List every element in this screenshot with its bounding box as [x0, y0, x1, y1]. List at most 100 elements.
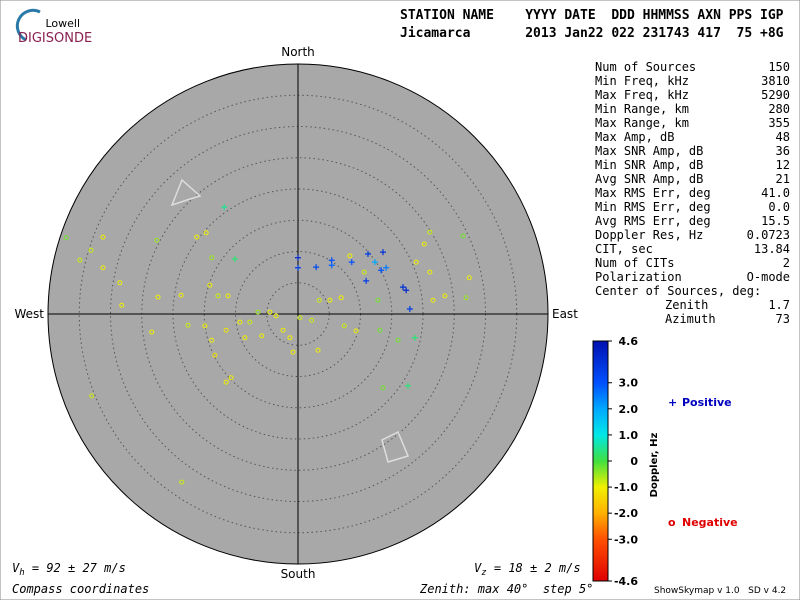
source-negative	[327, 297, 333, 303]
source-positive	[411, 334, 418, 341]
stat-value: 355	[768, 116, 790, 130]
stat-label: Avg SNR Amp, dB	[595, 172, 703, 186]
stat-label: Min SNR Amp, dB	[595, 158, 703, 172]
colorbar-tick-label: -3.0	[614, 533, 638, 546]
vh-label: Vh = 92 ± 27 m/s	[12, 561, 126, 578]
direction-label: East	[552, 307, 578, 321]
stat-value: 21	[776, 172, 790, 186]
stat-value: 3810	[761, 74, 790, 88]
source-positive	[383, 264, 390, 271]
colorbar-tick-label: -1.0	[614, 481, 638, 494]
source-negative	[463, 295, 469, 301]
source-negative	[223, 379, 229, 385]
source-negative	[413, 259, 419, 265]
source-negative	[237, 319, 243, 325]
source-negative	[316, 297, 322, 303]
source-positive	[231, 256, 238, 262]
source-positive	[400, 284, 406, 291]
center-title: Center of Sources, deg:	[595, 284, 761, 298]
stat-label: Polarization	[595, 270, 682, 284]
colorbar-tick-label: 1.0	[619, 429, 639, 442]
source-negative	[267, 309, 273, 315]
source-negative	[185, 322, 191, 328]
stat-value: 12	[776, 158, 790, 172]
stat-label: Max RMS Err, deg	[595, 186, 711, 200]
stat-value: O-mode	[747, 270, 790, 284]
colorbar-tick-label: 3.0	[619, 377, 639, 390]
subscript: h	[19, 568, 24, 578]
source-negative	[430, 297, 436, 303]
vz-label: Vz = 18 ± 2 m/s	[474, 561, 581, 578]
stat-label: Min Range, km	[595, 102, 689, 116]
source-negative	[287, 335, 293, 341]
source-negative	[247, 319, 253, 325]
arrow	[170, 178, 202, 207]
stat-label: Num of Sources	[595, 60, 696, 74]
header-line: STATION NAME YYYY DATE DDD HHMMSS AXN PP…	[400, 8, 784, 23]
source-negative	[225, 293, 231, 299]
symbol: V	[12, 561, 20, 575]
source-negative	[202, 323, 208, 329]
source-negative	[89, 393, 95, 399]
header-line: Jicamarca 2013 Jan22 022 231743 417 75 +…	[400, 26, 784, 41]
colorbar: 4.6 3.0 2.0 1.0 0 -1.0 -2.0 -3.0 -4.6 Doppler, Hz	[592, 335, 660, 588]
source-negative	[223, 327, 229, 333]
source-negative	[209, 337, 215, 343]
source-negative	[353, 328, 359, 334]
stat-value: 48	[776, 130, 790, 144]
source-negative	[242, 335, 248, 341]
source-negative	[255, 309, 261, 315]
source-negative	[290, 349, 296, 355]
center-value: 73	[776, 312, 790, 326]
stat-label: Num of CITs	[595, 256, 674, 270]
colorbar-tick-label: -4.6	[614, 575, 638, 588]
source-negative	[100, 265, 106, 271]
source-negative	[341, 323, 347, 329]
source-positive	[295, 264, 301, 271]
colorbar-rect	[592, 340, 609, 582]
source-negative	[154, 237, 160, 243]
center-label: Zenith	[665, 298, 708, 312]
stat-label: Max Amp, dB	[595, 130, 674, 144]
source-negative	[178, 292, 184, 298]
source-positive	[348, 259, 355, 266]
source-negative	[297, 315, 303, 321]
source-negative	[442, 293, 448, 299]
source-negative	[338, 295, 344, 301]
stat-value: 5290	[761, 88, 790, 102]
source-negative	[375, 297, 381, 303]
source-negative	[466, 275, 472, 281]
version: ShowSkymap v 1.0 SD v 4.2	[654, 586, 786, 596]
source-negative	[209, 255, 215, 261]
logo-arc	[15, 8, 41, 42]
stat-value: 2	[783, 256, 790, 270]
legend-label: Negative	[682, 516, 738, 529]
stat-label: Min Freq, kHz	[595, 74, 689, 88]
value: = 18 ± 2 m/s	[487, 561, 581, 575]
stat-value: 0.0723	[747, 228, 790, 242]
source-positive	[295, 254, 301, 261]
source-negative	[149, 329, 155, 335]
source-negative	[259, 333, 265, 339]
source-positive	[378, 267, 385, 274]
source-positive	[328, 262, 335, 269]
source-negative	[194, 234, 200, 240]
colorbar-title: Doppler, Hz	[649, 433, 660, 498]
logo-top: Lowell	[45, 17, 80, 30]
source-negative	[207, 282, 213, 288]
logo-bottom: DIGISONDE	[18, 31, 92, 46]
stat-label: Max Freq, kHz	[595, 88, 689, 102]
source-negative	[395, 337, 401, 343]
direction-label: South	[281, 567, 316, 581]
stat-label: Min RMS Err, deg	[595, 200, 711, 214]
stat-value: 150	[768, 60, 790, 74]
direction-label: West	[14, 307, 44, 321]
source-negative	[347, 253, 353, 259]
source-negative	[117, 280, 123, 286]
source-negative	[427, 229, 433, 235]
stat-label: CIT, sec	[595, 242, 653, 256]
source-positive	[371, 259, 378, 266]
source-positive	[313, 264, 320, 271]
legend-marker: o	[668, 516, 676, 529]
